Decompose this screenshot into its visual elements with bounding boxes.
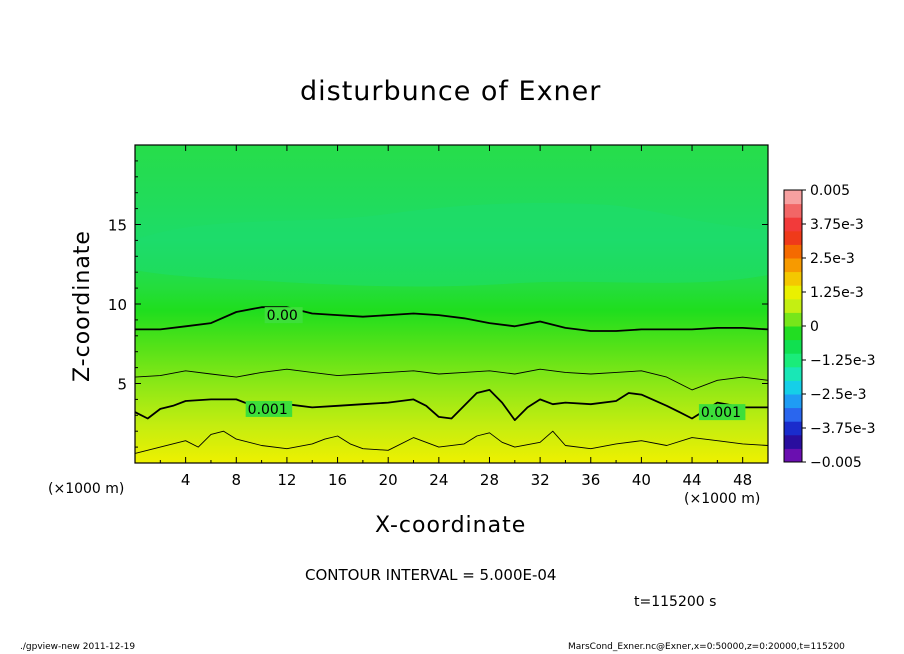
plot-area: 0.00 0.001 0.001 (135, 145, 768, 463)
x-tick-label-7: 32 (531, 471, 550, 489)
contour-line-3 (135, 430, 768, 454)
colorbar-segment-5 (784, 380, 802, 395)
field-minimum-region (135, 203, 768, 287)
chart-title: disturbunce of Exner (300, 76, 602, 107)
colorbar-segment-17 (784, 217, 802, 232)
contour-line-2 (135, 388, 768, 422)
colorbar-segment-9 (784, 326, 802, 341)
contour-label-0: 0.00 (267, 308, 298, 324)
colorbar-label-2: 2.5e-3 (810, 251, 855, 267)
colorbar-segment-11 (784, 298, 802, 313)
colorbar-segment-18 (784, 203, 802, 218)
x-tick-label-3: 16 (328, 471, 347, 489)
colorbar-segment-2 (784, 421, 802, 436)
x-tick-label-11: 48 (733, 471, 752, 489)
footer-program-date: ./gpview-new 2011-12-19 (20, 642, 136, 652)
y-tick-label-0: 5 (117, 376, 127, 394)
x-tick-label-1: 8 (232, 471, 242, 489)
colorbar-segment-12 (784, 285, 802, 300)
colorbar-segment-13 (784, 271, 802, 286)
colorbar-label-1: 3.75e-3 (810, 217, 864, 233)
x-tick-label-10: 44 (682, 471, 701, 489)
contour-label-2: 0.001 (701, 405, 741, 421)
contour-label-bg-2 (698, 404, 746, 421)
colorbar-label-6: −2.5e-3 (810, 387, 867, 403)
x-unit-label-left: (×1000 m) (48, 481, 125, 497)
contour-label-bg-0 (264, 307, 303, 324)
x-tick-label-4: 20 (379, 471, 398, 489)
contour-line-1 (135, 368, 768, 391)
x-tick-label-5: 24 (429, 471, 448, 489)
x-axis-label: X-coordinate (375, 513, 527, 538)
colorbar-segment-6 (784, 366, 802, 381)
colorbar-segment-10 (784, 312, 802, 327)
x-tick-label-0: 4 (181, 471, 191, 489)
contour-line-0 (135, 306, 768, 332)
colorbar-label-8: −0.005 (810, 455, 862, 471)
colorbar-segment-1 (784, 434, 802, 449)
contour-label-bg-1 (245, 400, 293, 417)
time-label: t=115200 s (634, 594, 717, 610)
y-tick-label-2: 15 (108, 217, 127, 235)
colorbar-label-0: 0.005 (810, 183, 850, 199)
contour-interval-label: CONTOUR INTERVAL = 5.000E-04 (305, 566, 557, 584)
x-unit-label-right: (×1000 m) (684, 491, 761, 507)
field-background (135, 145, 768, 463)
x-tick-label-6: 28 (480, 471, 499, 489)
colorbar-label-3: 1.25e-3 (810, 285, 864, 301)
colorbar-segment-7 (784, 353, 802, 368)
x-tick-label-2: 12 (277, 471, 296, 489)
footer-data-source: MarsCond_Exner.nc@Exner,x=0:50000,z=0:20… (568, 642, 845, 652)
colorbar-segment-15 (784, 244, 802, 259)
colorbar-label-5: −1.25e-3 (810, 353, 875, 369)
colorbar-label-7: −3.75e-3 (810, 421, 875, 437)
x-tick-label-8: 36 (581, 471, 600, 489)
y-tick-label-1: 10 (108, 296, 127, 314)
colorbar-segment-19 (784, 190, 802, 205)
colorbar-segment-16 (784, 230, 802, 245)
contour-label-1: 0.001 (248, 402, 288, 418)
colorbar-segment-8 (784, 339, 802, 354)
x-tick-label-9: 40 (632, 471, 651, 489)
colorbar-segment-0 (784, 448, 802, 463)
colorbar-segment-4 (784, 394, 802, 409)
colorbar-label-4: 0 (810, 319, 819, 335)
colorbar-segment-14 (784, 258, 802, 273)
colorbar-segment-3 (784, 407, 802, 422)
